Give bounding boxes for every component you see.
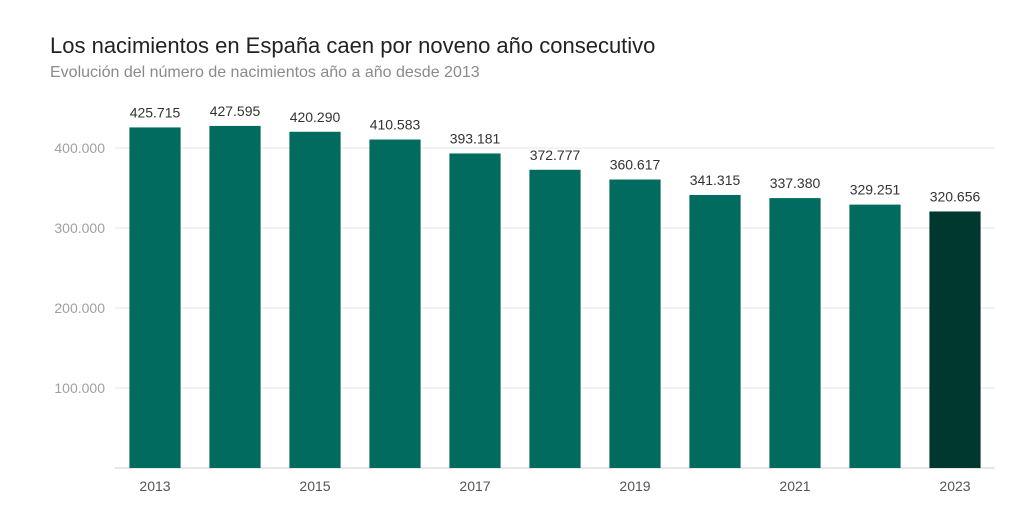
- data-label: 425.715: [130, 104, 181, 120]
- labels: 100.000 200.000 300.000 400.000 425.715 2013 4…: [54, 103, 980, 494]
- y-tick-label: 100.000: [54, 380, 105, 396]
- data-label: 329.251: [850, 182, 901, 198]
- bar: [289, 131, 341, 468]
- data-label: 372.777: [530, 147, 581, 163]
- bar: [689, 194, 741, 468]
- data-label: 427.595: [210, 103, 261, 119]
- data-label: 320.656: [930, 188, 981, 204]
- chart-title: Los nacimientos en España caen por noven…: [50, 33, 656, 58]
- x-tick-label: 2017: [459, 478, 490, 494]
- chart-subtitle: Evolución del número de nacimientos año …: [50, 64, 480, 81]
- data-label: 410.583: [370, 117, 421, 133]
- bar: [769, 198, 821, 468]
- bar: [929, 211, 981, 468]
- x-tick-label: 2023: [939, 478, 970, 494]
- x-tick-label: 2019: [619, 478, 650, 494]
- bar: [209, 125, 261, 468]
- data-label: 337.380: [770, 175, 821, 191]
- y-tick-label: 200.000: [54, 300, 105, 316]
- y-tick-label: 300.000: [54, 220, 105, 236]
- bar: [129, 127, 181, 468]
- bar: [529, 169, 581, 469]
- data-label: 360.617: [610, 157, 661, 173]
- x-tick-label: 2015: [299, 478, 330, 494]
- bars: [129, 125, 981, 469]
- bar: [849, 204, 901, 469]
- bar: [369, 139, 421, 468]
- data-label: 420.290: [290, 109, 341, 125]
- bar: [449, 153, 501, 468]
- y-tick-label: 400.000: [54, 140, 105, 156]
- x-tick-label: 2013: [139, 478, 170, 494]
- x-tick-label: 2021: [779, 478, 810, 494]
- data-label: 393.181: [450, 130, 501, 146]
- data-label: 341.315: [690, 172, 741, 188]
- bar: [609, 179, 661, 468]
